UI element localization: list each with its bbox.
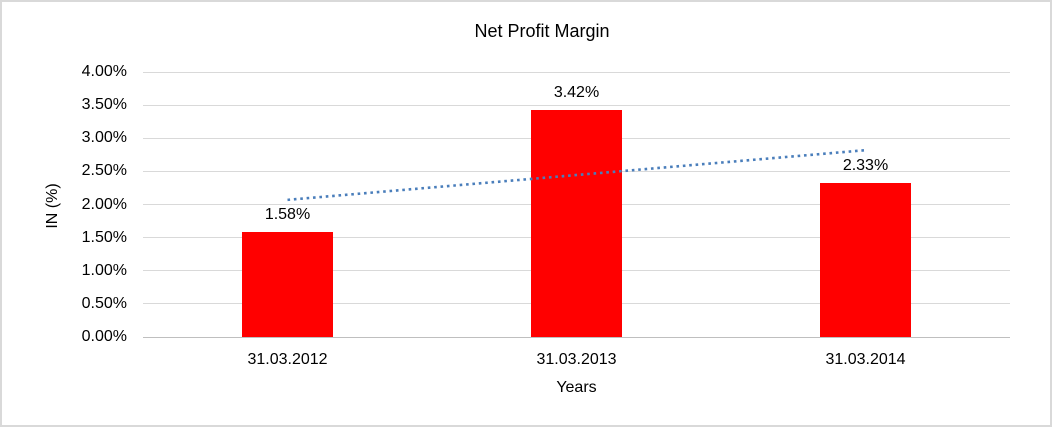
y-tick-label: 0.50% bbox=[81, 294, 127, 312]
gridline bbox=[143, 71, 1010, 73]
y-tick-label: 2.00% bbox=[81, 195, 127, 213]
y-tick-label: 2.50% bbox=[81, 162, 127, 180]
bar-31.03.2014 bbox=[820, 182, 911, 337]
y-tick-label: 3.50% bbox=[81, 96, 127, 114]
bar-31.03.2013 bbox=[531, 110, 622, 337]
x-axis-title: Years bbox=[556, 379, 597, 396]
y-tick-label: 3.00% bbox=[81, 129, 127, 147]
y-tick-label: 1.50% bbox=[81, 228, 127, 246]
y-tick-label: 4.00% bbox=[81, 63, 127, 80]
y-axis-title: IN (%) bbox=[44, 183, 61, 229]
x-category-label: 31.03.2012 bbox=[247, 351, 328, 368]
gridline bbox=[143, 104, 1010, 106]
bar-data-label: 2.33% bbox=[842, 156, 889, 174]
y-tick-label: 1.00% bbox=[81, 261, 127, 279]
bar-data-label: 3.42% bbox=[553, 84, 600, 102]
x-axis-line bbox=[143, 336, 1010, 338]
x-category-label: 31.03.2014 bbox=[825, 351, 906, 368]
x-category-label: 31.03.2013 bbox=[536, 351, 617, 368]
y-tick-label: 0.00% bbox=[81, 328, 127, 345]
bar-31.03.2012 bbox=[242, 232, 333, 337]
chart-title: Net Profit Margin bbox=[474, 21, 610, 41]
bar-data-label: 1.58% bbox=[264, 206, 311, 224]
